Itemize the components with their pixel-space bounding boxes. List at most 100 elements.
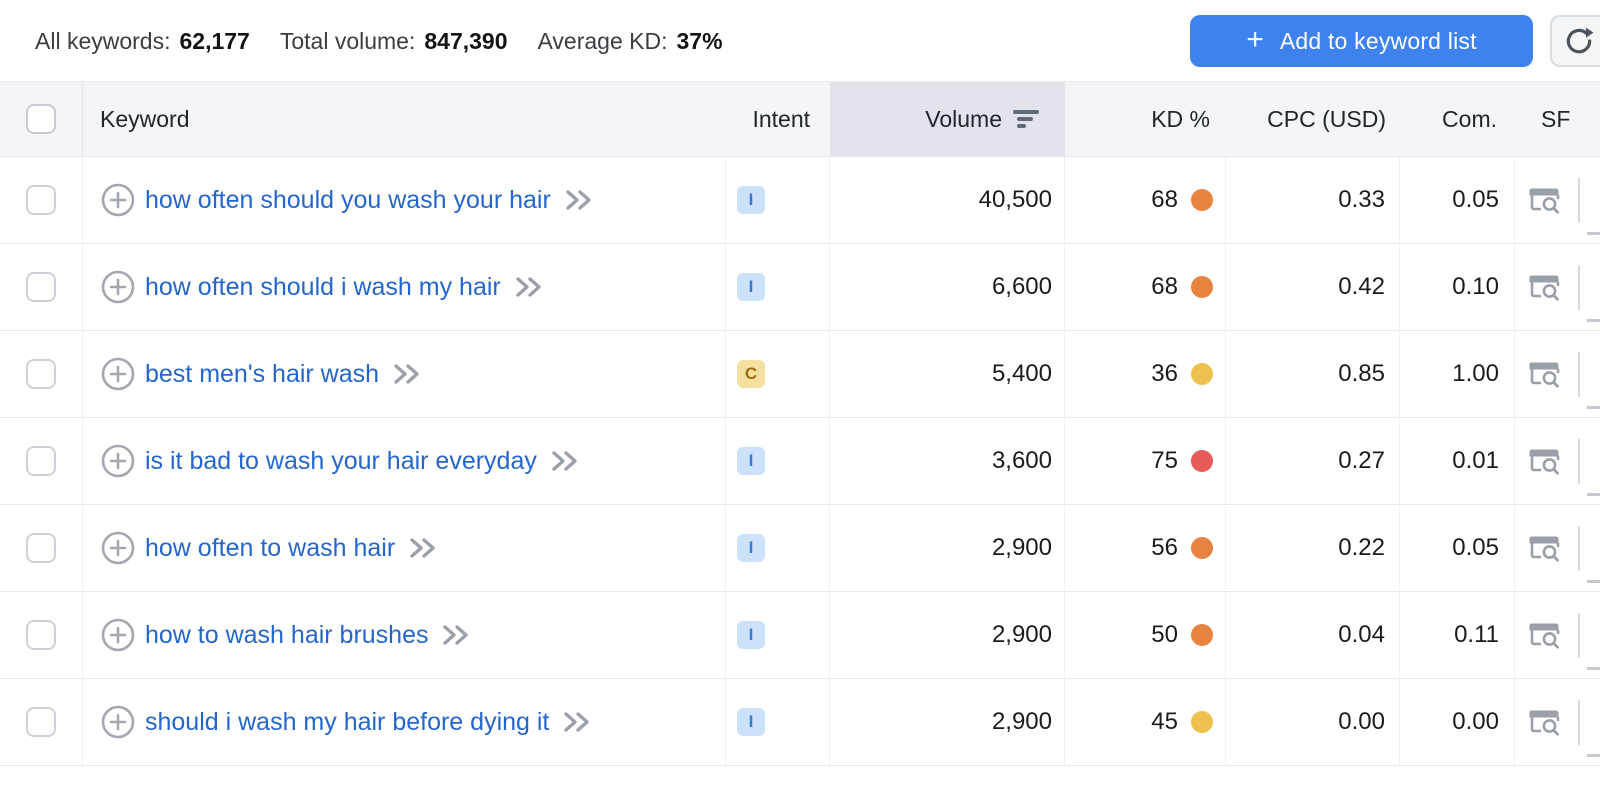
row-checkbox[interactable] — [26, 533, 56, 563]
serp-features-icon[interactable] — [1527, 359, 1561, 389]
row-checkbox[interactable] — [26, 707, 56, 737]
column-divider — [1578, 700, 1580, 745]
cpc-cell: 0.42 — [1226, 244, 1400, 330]
column-header-volume-label: Volume — [925, 105, 1002, 132]
kd-cell: 50 — [1065, 592, 1226, 678]
column-header-kd[interactable]: KD % — [1065, 82, 1226, 156]
kd-value: 50 — [1151, 621, 1178, 648]
add-keyword-plus-icon[interactable] — [100, 617, 136, 653]
row-checkbox[interactable] — [26, 446, 56, 476]
column-header-sf-label: SF — [1541, 105, 1571, 132]
kd-difficulty-dot — [1191, 276, 1213, 298]
keyword-link[interactable]: best men's hair wash — [145, 359, 380, 388]
keyword-cell: how often to wash hair — [83, 505, 726, 591]
row-checkbox[interactable] — [26, 185, 56, 215]
row-checkbox-cell — [0, 505, 83, 591]
add-keyword-plus-icon[interactable] — [100, 443, 136, 479]
kd-value: 68 — [1151, 186, 1178, 213]
add-keyword-plus-icon[interactable] — [100, 356, 136, 392]
plus-icon: + — [1246, 22, 1264, 56]
volume-cell: 3,600 — [830, 418, 1065, 504]
com-cell: 0.05 — [1400, 505, 1515, 591]
add-keyword-plus-icon[interactable] — [100, 182, 136, 218]
kd-cell: 45 — [1065, 679, 1226, 765]
volume-cell: 5,400 — [830, 331, 1065, 417]
row-checkbox-cell — [0, 679, 83, 765]
serp-features-icon[interactable] — [1527, 446, 1561, 476]
com-cell: 0.10 — [1400, 244, 1515, 330]
add-keyword-plus-icon[interactable] — [100, 530, 136, 566]
intent-badge: I — [737, 534, 765, 562]
row-checkbox-cell — [0, 157, 83, 243]
table-row: best men's hair wash C 5,400 36 0.85 1.0… — [0, 331, 1600, 418]
expand-keyword-icon[interactable] — [392, 362, 422, 386]
keyword-link[interactable]: is it bad to wash your hair everyday — [145, 446, 537, 475]
add-keyword-plus-icon[interactable] — [100, 269, 136, 305]
keyword-link[interactable]: should i wash my hair before dying it — [145, 707, 550, 736]
expand-keyword-icon[interactable] — [408, 536, 438, 560]
stat-all-keywords: All keywords: 62,177 — [35, 28, 250, 55]
column-header-intent[interactable]: Intent — [726, 82, 830, 156]
table-header: Keyword Intent Volume KD % CPC (USD) Com… — [0, 82, 1600, 157]
expand-keyword-icon[interactable] — [514, 275, 544, 299]
keyword-link[interactable]: how to wash hair brushes — [145, 620, 429, 649]
clipped-edge-element — [1587, 667, 1600, 670]
row-checkbox-cell — [0, 592, 83, 678]
summary-stats: All keywords: 62,177 Total volume: 847,390… — [35, 0, 723, 82]
keyword-cell: how often should you wash your hair — [83, 157, 726, 243]
row-checkbox[interactable] — [26, 272, 56, 302]
column-header-com-label: Com. — [1442, 105, 1497, 132]
intent-cell: I — [726, 592, 830, 678]
volume-cell: 40,500 — [830, 157, 1065, 243]
intent-cell: I — [726, 418, 830, 504]
column-divider — [1578, 439, 1580, 484]
table-row: is it bad to wash your hair everyday I 3… — [0, 418, 1600, 505]
keyword-cell: how to wash hair brushes — [83, 592, 726, 678]
stat-all-keywords-label: All keywords: — [35, 27, 171, 54]
serp-features-icon[interactable] — [1527, 707, 1561, 737]
serp-features-icon[interactable] — [1527, 533, 1561, 563]
expand-keyword-icon[interactable] — [550, 449, 580, 473]
expand-keyword-icon[interactable] — [441, 623, 471, 647]
select-all-checkbox[interactable] — [26, 104, 56, 134]
row-checkbox[interactable] — [26, 620, 56, 650]
sf-cell — [1515, 592, 1600, 678]
keyword-cell: is it bad to wash your hair everyday — [83, 418, 726, 504]
clipped-edge-element — [1587, 754, 1600, 757]
stat-average-kd-value: 37% — [676, 27, 723, 54]
intent-cell: I — [726, 505, 830, 591]
com-cell: 0.11 — [1400, 592, 1515, 678]
table-row: how to wash hair brushes I 2,900 50 0.04… — [0, 592, 1600, 679]
expand-keyword-icon[interactable] — [564, 188, 594, 212]
kd-value: 68 — [1151, 273, 1178, 300]
keyword-link[interactable]: how often should i wash my hair — [145, 272, 501, 301]
kd-value: 36 — [1151, 360, 1178, 387]
add-to-keyword-list-button[interactable]: + Add to keyword list — [1190, 15, 1533, 67]
kd-cell: 75 — [1065, 418, 1226, 504]
column-header-sf[interactable]: SF — [1515, 82, 1600, 156]
add-to-keyword-list-label: Add to keyword list — [1279, 27, 1477, 54]
expand-keyword-icon[interactable] — [562, 710, 592, 734]
column-divider — [1578, 613, 1580, 658]
stat-total-volume-label: Total volume: — [279, 27, 416, 54]
com-cell: 0.05 — [1400, 157, 1515, 243]
refresh-button[interactable] — [1550, 15, 1600, 67]
add-keyword-plus-icon[interactable] — [100, 704, 136, 740]
serp-features-icon[interactable] — [1527, 620, 1561, 650]
column-header-cpc[interactable]: CPC (USD) — [1226, 82, 1400, 156]
table-row: should i wash my hair before dying it I … — [0, 679, 1600, 766]
column-header-com[interactable]: Com. — [1400, 82, 1515, 156]
table-row: how often should i wash my hair I 6,600 … — [0, 244, 1600, 331]
column-header-keyword[interactable]: Keyword — [83, 82, 726, 156]
kd-cell: 36 — [1065, 331, 1226, 417]
keyword-link[interactable]: how often should you wash your hair — [145, 185, 551, 214]
keyword-link[interactable]: how often to wash hair — [145, 533, 396, 562]
serp-features-icon[interactable] — [1527, 272, 1561, 302]
row-checkbox[interactable] — [26, 359, 56, 389]
com-cell: 0.00 — [1400, 679, 1515, 765]
serp-features-icon[interactable] — [1527, 185, 1561, 215]
sf-cell — [1515, 157, 1600, 243]
column-header-volume[interactable]: Volume — [830, 82, 1065, 156]
volume-cell: 2,900 — [830, 505, 1065, 591]
com-cell: 0.01 — [1400, 418, 1515, 504]
